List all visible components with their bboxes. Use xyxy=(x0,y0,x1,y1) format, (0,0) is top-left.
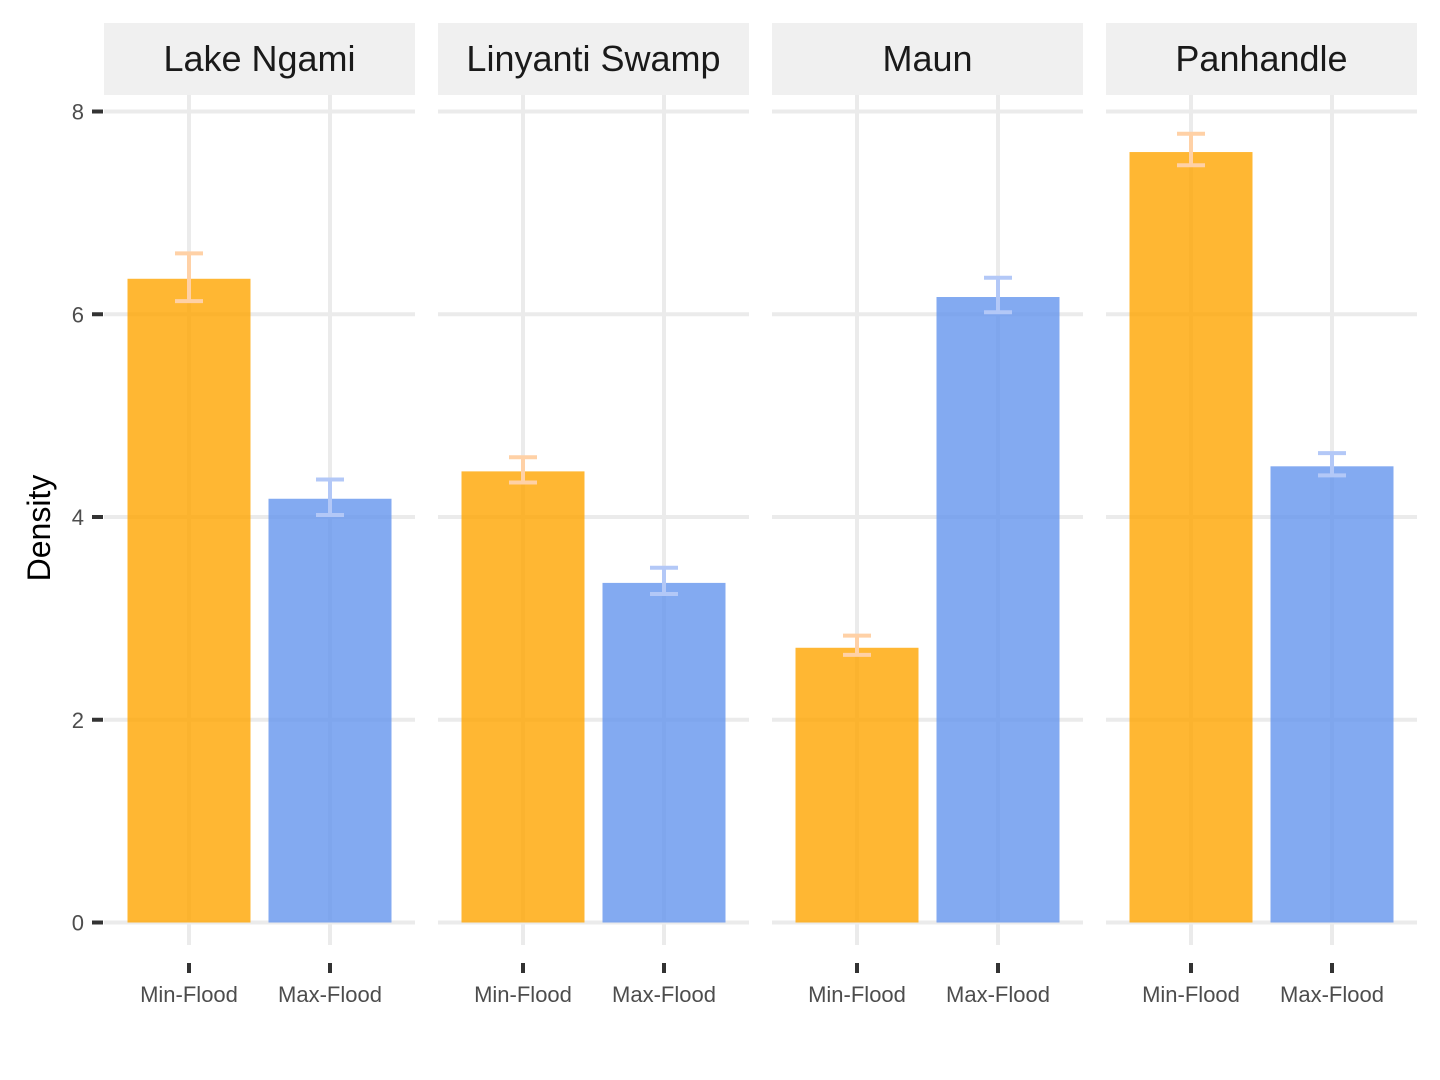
facet-strip-lake-ngami xyxy=(104,23,415,95)
facet-label-panhandle: Panhandle xyxy=(1175,38,1347,79)
x-tick-label: Max-Flood xyxy=(946,982,1050,1007)
plot-layer: Lake Ngami Min-Flood Max-Flood Linyanti Swa… xyxy=(72,23,1417,1007)
y-axis-title: Density xyxy=(21,475,57,582)
y-tick-label: 2 xyxy=(72,708,84,733)
y-tick-label: 6 xyxy=(72,302,84,327)
x-tick-label: Max-Flood xyxy=(612,982,716,1007)
x-tick-label: Min-Flood xyxy=(1142,982,1240,1007)
x-tick-label: Min-Flood xyxy=(140,982,238,1007)
facet-strip-maun xyxy=(772,23,1083,95)
bar-linyanti-swamp-min-flood xyxy=(461,471,585,923)
bar-lake-ngami-max-flood xyxy=(268,498,392,923)
x-tick-label: Min-Flood xyxy=(474,982,572,1007)
bar-panhandle-max-flood xyxy=(1270,466,1394,923)
bar-linyanti-swamp-max-flood xyxy=(602,582,726,923)
facet-label-lake-ngami: Lake Ngami xyxy=(163,38,355,79)
x-tick-label: Max-Flood xyxy=(1280,982,1384,1007)
bar-maun-max-flood xyxy=(936,297,1060,923)
y-tick-label: 4 xyxy=(72,505,84,530)
y-tick-label: 0 xyxy=(72,911,84,936)
facet-label-maun: Maun xyxy=(882,38,972,79)
bar-panhandle-min-flood xyxy=(1129,152,1253,923)
x-tick-label: Max-Flood xyxy=(278,982,382,1007)
facet-label-linyanti-swamp: Linyanti Swamp xyxy=(466,38,720,79)
x-tick-label: Min-Flood xyxy=(808,982,906,1007)
bar-maun-min-flood xyxy=(795,647,919,923)
facet-strip-linyanti-swamp xyxy=(438,23,749,95)
facet-strip-panhandle xyxy=(1106,23,1417,95)
bar-lake-ngami-min-flood xyxy=(127,278,251,923)
y-tick-label: 8 xyxy=(72,100,84,125)
